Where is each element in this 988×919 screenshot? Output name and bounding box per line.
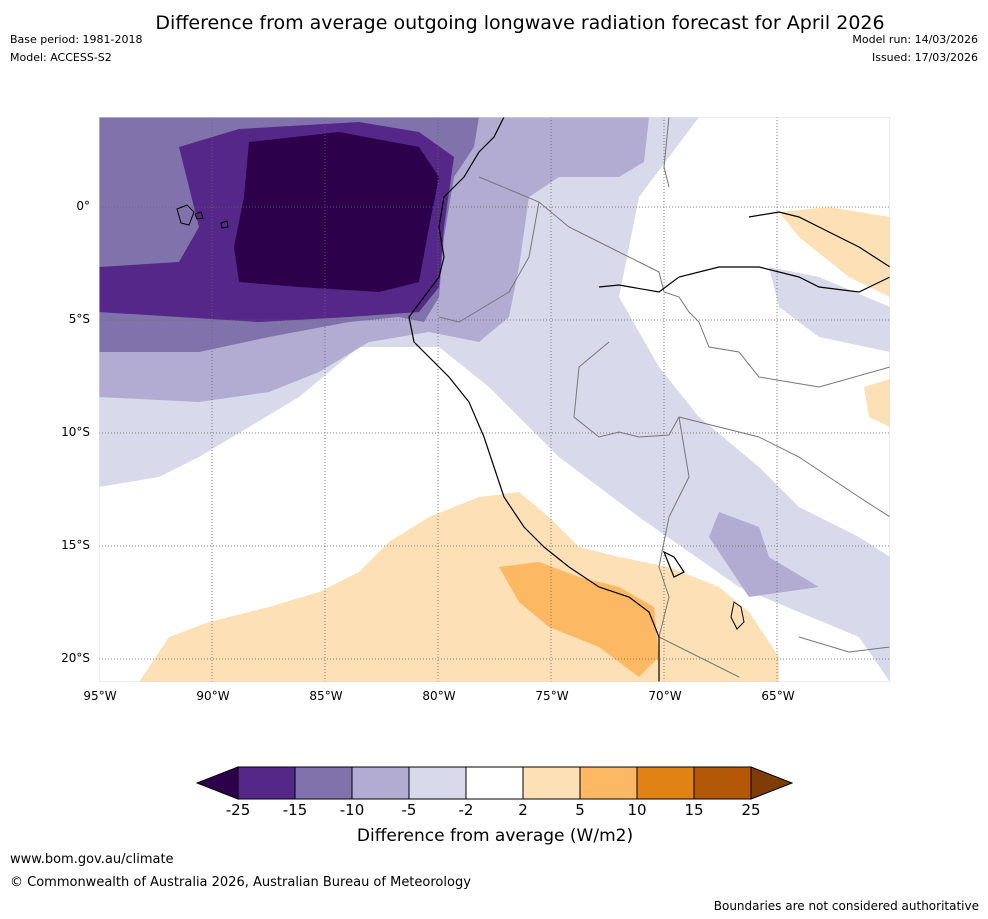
colorbar-tick: 10 bbox=[627, 801, 647, 819]
colorbar-swatch bbox=[408, 766, 467, 800]
lon-label-65w: 65°W bbox=[761, 689, 795, 703]
galapagos-islands bbox=[176, 204, 229, 229]
lon-label-75w: 75°W bbox=[535, 689, 569, 703]
coastline bbox=[408, 117, 890, 682]
colorbar-swatch bbox=[693, 766, 752, 800]
map-title: Difference from average outgoing longwav… bbox=[155, 12, 885, 34]
anomaly-band-5-10 bbox=[499, 562, 659, 677]
olr-anomaly-map bbox=[99, 117, 890, 682]
colorbar-tick: -2 bbox=[458, 801, 474, 819]
base-period: Base period: 1981-2018 bbox=[10, 33, 143, 46]
graticule bbox=[99, 117, 890, 682]
issued-date: Issued: 17/03/2026 bbox=[871, 51, 978, 64]
colorbar-tick: -25 bbox=[225, 801, 251, 819]
colorbar-swatch bbox=[465, 766, 524, 800]
anomaly-band-minus5-minus2-east bbox=[769, 267, 890, 352]
colorbar-swatch bbox=[294, 766, 353, 800]
colorbar bbox=[196, 766, 794, 800]
country-boundaries bbox=[438, 117, 890, 678]
model-run: Model run: 14/03/2026 bbox=[852, 33, 978, 46]
lon-label-95w: 95°W bbox=[83, 689, 117, 703]
colorbar-tick: 2 bbox=[518, 801, 528, 819]
anomaly-band-minus10-minus5-south bbox=[709, 512, 819, 597]
colorbar-high-arrow bbox=[750, 766, 794, 800]
footer-disclaimer: Boundaries are not considered authoritat… bbox=[713, 899, 979, 913]
footer-copyright: © Commonwealth of Australia 2026, Austra… bbox=[10, 875, 471, 890]
footer-url[interactable]: www.bom.gov.au/climate bbox=[10, 852, 174, 867]
colorbar-tick: -5 bbox=[401, 801, 417, 819]
colorbar-low-arrow bbox=[196, 766, 239, 800]
colorbar-swatch bbox=[351, 766, 410, 800]
lon-label-70w: 70°W bbox=[648, 689, 682, 703]
colorbar-tick: 5 bbox=[575, 801, 585, 819]
colorbar-tick: -15 bbox=[282, 801, 308, 819]
lat-label-5s: 5°S bbox=[68, 312, 90, 326]
lon-label-85w: 85°W bbox=[309, 689, 343, 703]
colorbar-title: Difference from average (W/m2) bbox=[356, 826, 634, 846]
colorbar-swatch bbox=[579, 766, 638, 800]
lat-label-20s: 20°S bbox=[61, 651, 90, 665]
lake-titicaca bbox=[730, 601, 745, 630]
anomaly-band-2-5-east bbox=[779, 207, 890, 297]
lat-label-10s: 10°S bbox=[61, 425, 90, 439]
colorbar-swatch bbox=[237, 766, 296, 800]
lat-label-0: 0° bbox=[76, 199, 90, 213]
colorbar-swatch bbox=[636, 766, 695, 800]
anomaly-band-2-5-ne bbox=[864, 379, 890, 427]
colorbar-tick: 25 bbox=[741, 801, 761, 819]
lon-label-80w: 80°W bbox=[422, 689, 456, 703]
anomaly-band-below-minus25 bbox=[234, 132, 439, 292]
colorbar-swatch bbox=[522, 766, 581, 800]
colorbar-tick: -10 bbox=[339, 801, 365, 819]
lon-label-90w: 90°W bbox=[196, 689, 230, 703]
colorbar-tick: 15 bbox=[684, 801, 704, 819]
model-name: Model: ACCESS-S2 bbox=[10, 51, 112, 64]
lat-label-15s: 15°S bbox=[61, 538, 90, 552]
